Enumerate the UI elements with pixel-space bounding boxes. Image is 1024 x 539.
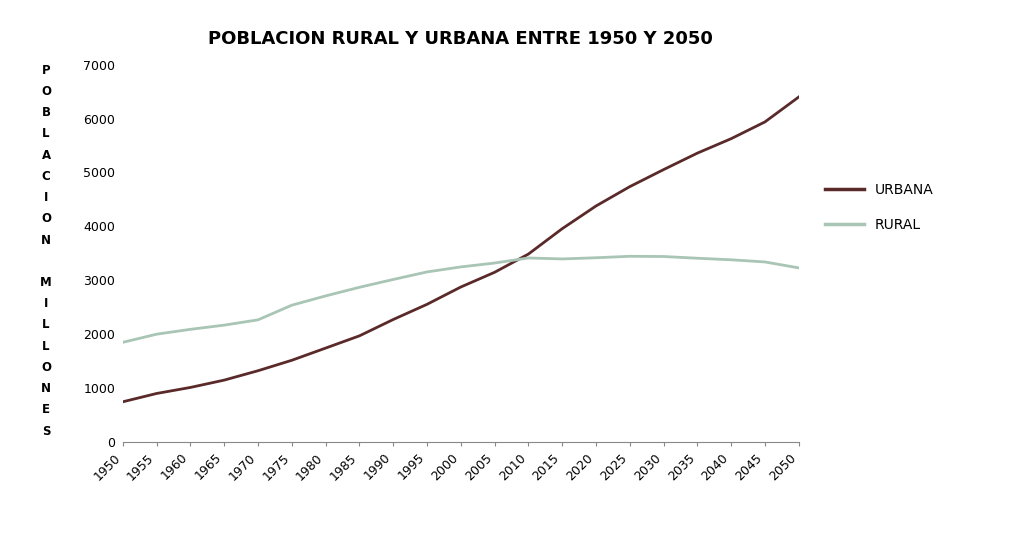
URBANA xyxy=(218,377,230,383)
URBANA xyxy=(522,251,535,257)
URBANA xyxy=(387,316,399,323)
URBANA xyxy=(793,94,805,100)
URBANA xyxy=(624,183,636,190)
Text: O: O xyxy=(41,212,51,225)
Text: N: N xyxy=(41,382,51,395)
RURAL xyxy=(488,260,501,266)
URBANA xyxy=(759,119,771,125)
RURAL xyxy=(793,265,805,271)
URBANA xyxy=(691,150,703,156)
RURAL xyxy=(624,253,636,259)
Text: O: O xyxy=(41,361,51,374)
Text: I: I xyxy=(44,297,48,310)
Legend: URBANA, RURAL: URBANA, RURAL xyxy=(819,177,939,237)
RURAL xyxy=(455,264,467,270)
RURAL xyxy=(117,339,129,345)
RURAL xyxy=(556,255,568,262)
Text: N: N xyxy=(41,233,51,246)
URBANA xyxy=(117,398,129,405)
URBANA xyxy=(319,345,332,351)
Text: I: I xyxy=(44,191,48,204)
URBANA xyxy=(184,384,197,391)
URBANA xyxy=(151,390,163,397)
URBANA xyxy=(252,368,264,374)
Text: S: S xyxy=(42,425,50,438)
RURAL xyxy=(759,259,771,265)
RURAL xyxy=(657,253,670,260)
Text: L: L xyxy=(42,340,50,353)
URBANA xyxy=(455,284,467,290)
RURAL xyxy=(353,284,366,291)
URBANA xyxy=(286,357,298,363)
RURAL xyxy=(522,255,535,261)
Text: C: C xyxy=(42,170,50,183)
RURAL xyxy=(184,326,197,333)
URBANA xyxy=(556,225,568,232)
RURAL xyxy=(218,322,230,328)
URBANA xyxy=(488,269,501,275)
Title: POBLACION RURAL Y URBANA ENTRE 1950 Y 2050: POBLACION RURAL Y URBANA ENTRE 1950 Y 20… xyxy=(208,30,714,48)
RURAL xyxy=(286,302,298,308)
Line: RURAL: RURAL xyxy=(123,256,799,342)
RURAL xyxy=(252,316,264,323)
Text: B: B xyxy=(42,106,50,119)
RURAL xyxy=(590,254,602,261)
Text: L: L xyxy=(42,319,50,331)
RURAL xyxy=(691,255,703,261)
Text: E: E xyxy=(42,404,50,417)
Text: A: A xyxy=(42,149,50,162)
RURAL xyxy=(421,269,433,275)
URBANA xyxy=(657,167,670,173)
URBANA xyxy=(353,333,366,339)
URBANA xyxy=(725,135,737,142)
URBANA xyxy=(590,203,602,209)
RURAL xyxy=(387,276,399,282)
RURAL xyxy=(151,331,163,337)
Text: M: M xyxy=(40,276,52,289)
Text: O: O xyxy=(41,85,51,98)
URBANA xyxy=(421,301,433,308)
Text: L: L xyxy=(42,127,50,140)
RURAL xyxy=(725,257,737,263)
Line: URBANA: URBANA xyxy=(123,97,799,402)
Text: P: P xyxy=(42,64,50,77)
RURAL xyxy=(319,293,332,299)
